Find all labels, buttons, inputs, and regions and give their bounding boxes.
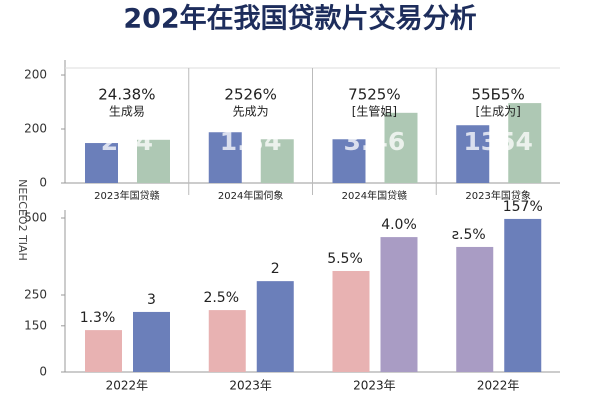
x-tick-label: 2024年国伺象 [218, 189, 283, 202]
panel-label: 2526% [224, 86, 276, 104]
bar [208, 310, 246, 372]
bar-label: 4.0% [381, 217, 417, 233]
x-tick-label: 2024年国贷赣 [342, 189, 407, 202]
x-tick-label: 2023年 [229, 379, 272, 393]
y-tick-label: 250 [24, 288, 47, 302]
bar [208, 132, 242, 183]
bar [332, 139, 366, 183]
x-tick-label: 2023年 [353, 379, 396, 393]
bar-label: 5.5% [327, 251, 363, 267]
bar [137, 139, 170, 183]
bar-label: 1.3% [80, 310, 116, 326]
bar-label: 157% [503, 199, 543, 215]
y-tick-label: 500 [24, 211, 47, 225]
y-tick-label: 0 [39, 365, 47, 379]
panel-sublabel: [生成为] [475, 105, 520, 119]
bar-label: 2 [271, 261, 280, 277]
x-tick-label: 2022年 [106, 379, 149, 393]
panel-label: 24.38% [98, 86, 155, 104]
bar [332, 270, 370, 372]
bar [456, 125, 490, 183]
bar [504, 218, 542, 372]
bar [456, 246, 494, 372]
bar-label: 2.5% [203, 290, 239, 306]
y-tick-label: 0 [39, 176, 47, 190]
y-tick-label: 150 [24, 318, 47, 332]
bar-label: 3 [147, 292, 156, 308]
panel-sublabel: [生管姐] [352, 104, 397, 119]
page-title: 202年在我国贷款片交易分析 [123, 3, 476, 35]
bar-label: ƨ.5% [452, 227, 486, 243]
panel-sublabel: 先成为 [233, 105, 269, 119]
y-tick-label: 200 [24, 122, 47, 136]
panel-overlay: 1.34 [220, 127, 282, 156]
panel-overlay: 3.46 [344, 127, 406, 156]
bar [260, 139, 294, 183]
y-tick-label: 200 [24, 68, 47, 82]
x-tick-label: 2023年国贷赣 [94, 189, 159, 202]
x-tick-label: 2022年 [477, 379, 520, 393]
panel-label: 55Б5% [472, 86, 525, 104]
bar [508, 103, 542, 183]
panel-overlay: 1354 [463, 127, 533, 156]
bar [85, 143, 118, 183]
y-axis-label: NEECEO2 TIAH [16, 179, 29, 261]
panel-sublabel: 生成易 [109, 105, 145, 119]
panel-overlay: 234 [101, 127, 153, 156]
bar [380, 237, 418, 372]
bar [133, 311, 170, 372]
x-tick-label: 2023年国贷象 [465, 189, 530, 202]
panel-label: 7525% [348, 86, 400, 104]
bar [85, 330, 122, 372]
bar [384, 112, 418, 183]
bar [256, 281, 294, 372]
